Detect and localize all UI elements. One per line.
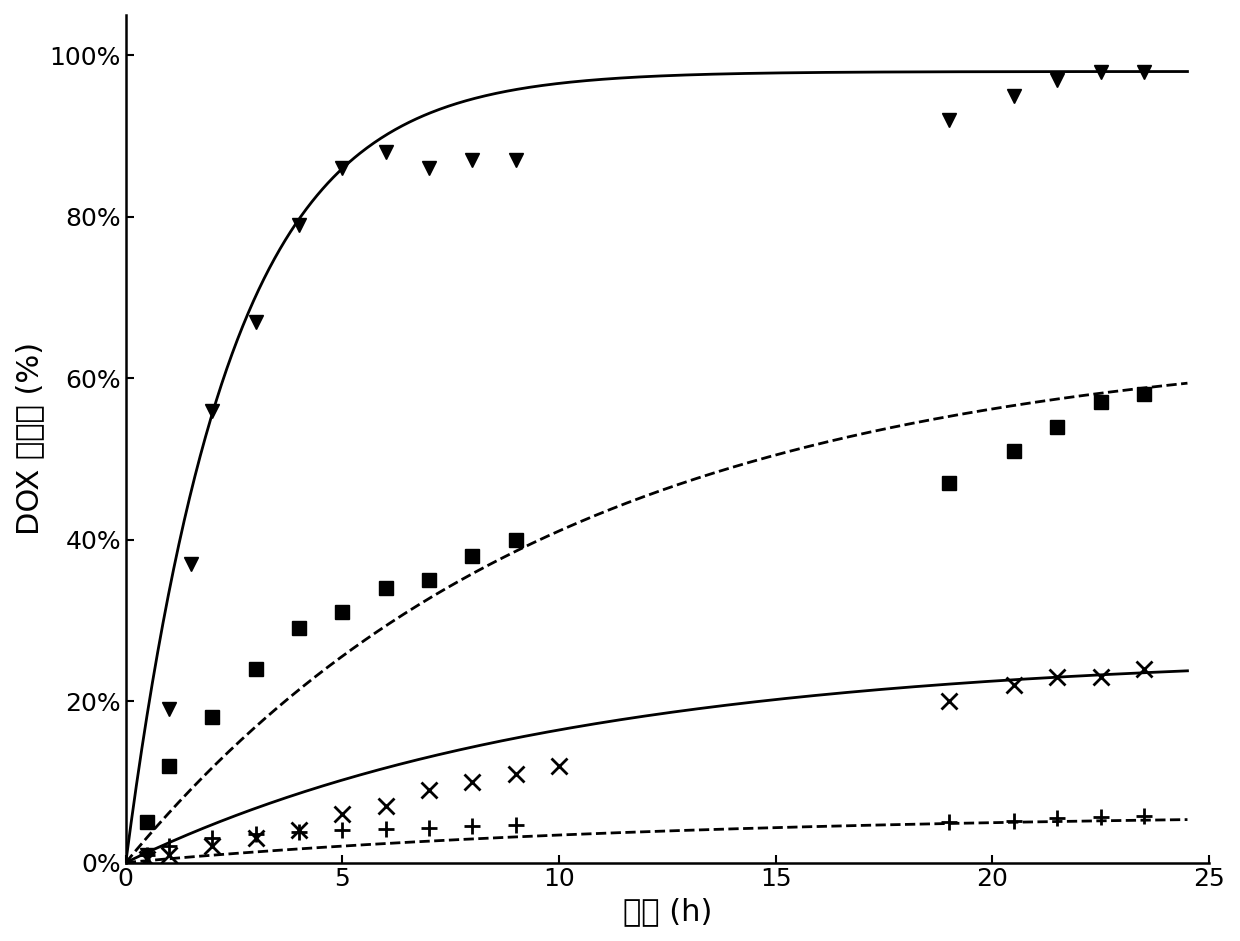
X-axis label: 时间 (h): 时间 (h) xyxy=(622,897,712,926)
Y-axis label: DOX 释放率 (%): DOX 释放率 (%) xyxy=(15,343,43,535)
